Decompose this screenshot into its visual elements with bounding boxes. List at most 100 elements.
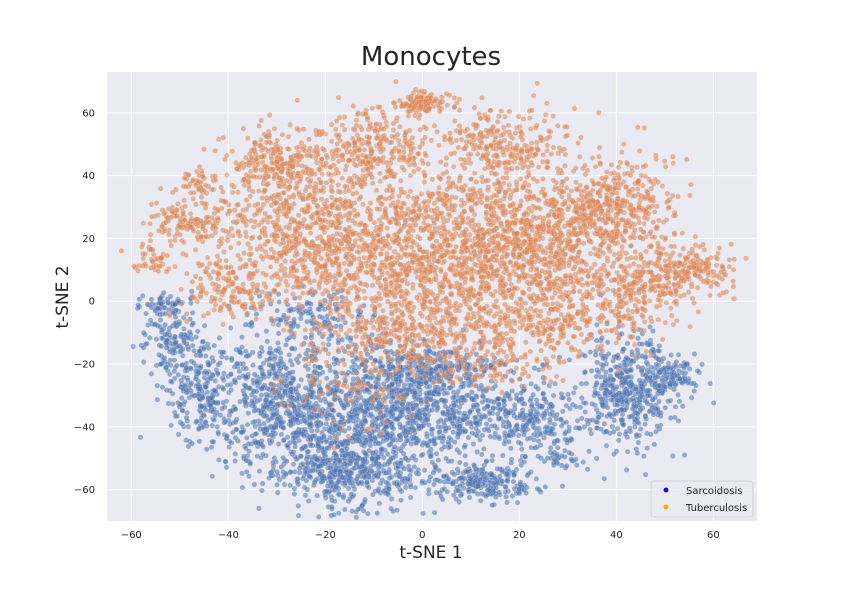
scatter-point	[433, 450, 440, 457]
scatter-point	[388, 496, 395, 502]
scatter-point	[426, 390, 433, 397]
scatter-point	[454, 446, 461, 453]
scatter-point	[315, 441, 321, 448]
scatter-point	[558, 390, 565, 397]
scatter-point	[531, 365, 538, 371]
scatter-point	[366, 433, 373, 440]
scatter-point	[311, 482, 317, 488]
scatter-point	[453, 496, 460, 502]
scatter-point	[240, 387, 246, 394]
scatter-point	[260, 371, 267, 378]
scatter-point	[623, 368, 630, 375]
scatter-point	[464, 420, 471, 427]
scatter-point	[275, 340, 281, 346]
scatter-point	[368, 354, 374, 361]
scatter-point	[291, 491, 298, 497]
scatter-point	[157, 361, 164, 368]
scatter-point	[392, 453, 399, 460]
scatter-point	[588, 430, 595, 437]
scatter-point	[345, 390, 352, 397]
scatter-point	[407, 472, 413, 479]
scatter-point	[588, 367, 595, 374]
scatter-point	[283, 458, 290, 465]
scatter-point	[188, 288, 195, 295]
scatter-point	[212, 378, 218, 384]
scatter-point	[352, 407, 358, 414]
scatter-point	[563, 402, 570, 409]
scatter-point	[592, 390, 599, 397]
scatter-point	[633, 385, 639, 392]
scatter-point	[395, 469, 401, 476]
scatter-point	[251, 371, 258, 378]
scatter-point	[451, 394, 458, 401]
scatter-point	[385, 485, 392, 492]
scatter-point	[216, 456, 222, 463]
scatter-point	[538, 455, 544, 461]
scatter-point	[656, 398, 662, 405]
scatter-point	[375, 464, 382, 471]
scatter-point	[196, 438, 203, 445]
scatter-point	[257, 364, 263, 371]
scatter-point	[292, 408, 298, 414]
scatter-point	[543, 408, 550, 414]
scatter-point	[192, 375, 199, 382]
scatter-point	[404, 280, 411, 287]
scatter-point	[699, 361, 705, 368]
scatter-point	[430, 469, 437, 476]
scatter-point	[532, 444, 538, 451]
scatter-point	[426, 422, 432, 428]
scatter-point	[449, 480, 456, 487]
scatter-point	[440, 409, 446, 416]
scatter-point	[493, 490, 499, 497]
scatter-point	[544, 424, 550, 430]
scatter-point	[374, 510, 381, 516]
scatter-point	[611, 451, 617, 458]
scatter-point	[466, 494, 473, 501]
scatter-point	[508, 192, 514, 198]
scatter-point	[302, 334, 309, 341]
scatter-point	[667, 415, 674, 421]
scatter-point	[298, 453, 305, 459]
scatter-point	[445, 476, 452, 482]
scatter-point	[592, 352, 599, 358]
scatter-point	[593, 373, 600, 380]
scatter-point	[260, 451, 266, 458]
scatter-point	[444, 488, 451, 495]
scatter-point	[635, 335, 641, 342]
scatter-point	[391, 480, 397, 486]
scatter-point	[237, 348, 243, 355]
scatter-point	[663, 369, 670, 375]
scatter-point	[405, 400, 412, 407]
scatter-point	[378, 450, 385, 457]
scatter-point	[456, 409, 463, 416]
scatter-point	[615, 408, 621, 415]
scatter-point	[398, 497, 404, 504]
scatter-point	[185, 377, 191, 383]
scatter-point	[707, 380, 714, 387]
scatter-point	[432, 384, 439, 391]
scatter-point	[662, 384, 669, 390]
scatter-point	[172, 301, 178, 308]
scatter-point	[168, 422, 174, 429]
scatter-point	[384, 298, 391, 305]
scatter-point	[345, 485, 352, 492]
scatter-point	[277, 350, 284, 356]
scatter-point	[646, 369, 653, 375]
scatter-point	[667, 381, 673, 388]
scatter-point	[655, 347, 662, 354]
scatter-point	[421, 467, 428, 473]
scatter-point	[688, 394, 695, 401]
scatter-point	[358, 479, 365, 485]
scatter-point	[233, 426, 239, 433]
scatter-point	[435, 418, 442, 425]
scatter-point	[333, 452, 339, 459]
scatter-point	[249, 432, 255, 439]
scatter-point	[364, 479, 370, 486]
scatter-point	[201, 322, 208, 329]
scatter-point	[277, 355, 284, 362]
scatter-point	[570, 389, 577, 396]
scatter-point	[179, 421, 186, 427]
scatter-point	[239, 470, 245, 477]
scatter-point	[478, 415, 484, 422]
scatter-point	[175, 372, 182, 378]
